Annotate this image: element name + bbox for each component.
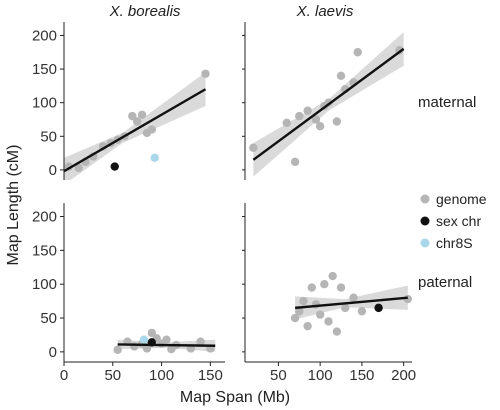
data-point-genome: [196, 337, 205, 346]
row-label-paternal: paternal: [418, 274, 472, 291]
y-tick-label: 50: [40, 128, 57, 145]
data-point-genome: [128, 111, 137, 121]
data-point-genome: [332, 327, 342, 336]
x-tick-label: 50: [104, 367, 121, 384]
data-point-genome: [201, 69, 210, 78]
data-point-genome: [336, 71, 346, 80]
panel-borealis-maternal: 0 50 100 150 200: [32, 22, 210, 180]
data-point-chr8S: [150, 153, 159, 163]
data-point-genome: [353, 48, 362, 57]
fit-line: [294, 296, 408, 310]
fit-line: [64, 88, 207, 173]
data-point-genome: [303, 321, 312, 331]
data-point-genome: [249, 143, 258, 152]
x-tick-label: 0: [60, 367, 68, 384]
data-point-genome: [324, 317, 333, 326]
x-tick-label: 100: [149, 367, 174, 384]
legend: genome sex chr chr8S: [420, 191, 487, 251]
data-point-genome: [162, 335, 171, 344]
data-point-genome: [307, 283, 316, 292]
data-point-genome: [295, 111, 304, 121]
y-tick-label: 0: [49, 344, 57, 361]
data-point-genome: [295, 307, 304, 316]
y-tick-label: 100: [32, 95, 57, 112]
panel-laevis-maternal: [242, 22, 405, 180]
data-point-genome: [113, 345, 122, 355]
data-point-genome: [142, 344, 152, 353]
y-tick-label: 200: [32, 209, 57, 226]
x-tick-label: 50: [270, 367, 287, 384]
x-tick-label: 100: [308, 367, 333, 384]
x-tick-label: 150: [198, 367, 223, 384]
data-point-chr8S: [139, 335, 149, 344]
y-tick-label: 100: [32, 276, 57, 293]
data-point-genome: [357, 307, 367, 316]
data-point-genome: [132, 117, 142, 126]
legend-label: genome: [436, 191, 487, 207]
legend-swatch: [420, 238, 430, 248]
data-point-sex-chr: [110, 162, 119, 171]
data-point-genome: [332, 117, 342, 126]
data-point-genome: [341, 303, 350, 313]
facet-title-borealis: X. borealis: [109, 3, 181, 20]
data-point-genome: [315, 122, 325, 131]
legend-item-chr8S: chr8S: [420, 235, 473, 251]
legend-swatch: [420, 216, 430, 226]
fit-line: [252, 47, 405, 161]
fit-line: [117, 343, 216, 347]
data-point-genome: [137, 110, 147, 119]
legend-label: sex chr: [436, 213, 481, 229]
legend-item-genome: genome: [420, 191, 487, 207]
data-point-sex-chr: [374, 303, 383, 313]
data-point-genome: [349, 293, 358, 302]
y-tick-label: 50: [40, 310, 57, 327]
data-point-genome: [320, 279, 329, 289]
data-point-genome: [74, 163, 83, 173]
data-point-genome: [147, 328, 157, 338]
legend-swatch: [420, 194, 430, 204]
data-point-genome: [328, 271, 337, 281]
confidence-ribbon: [64, 72, 206, 180]
data-point-genome: [290, 313, 300, 323]
panel-borealis-paternal: 0 50 100 150 200 0 50 100 150: [32, 203, 225, 384]
data-point-genome: [311, 115, 321, 124]
y-axis-title: Map Length (cM): [5, 145, 22, 266]
y-tick-label: 0: [49, 162, 57, 179]
panel-laevis-paternal: 50 100 150 200: [242, 203, 416, 384]
y-tick-label: 150: [32, 61, 57, 78]
data-point-genome: [299, 296, 308, 306]
data-point-genome: [282, 118, 291, 128]
data-point-genome: [290, 157, 300, 167]
y-tick-label: 200: [32, 27, 57, 44]
facet-title-laevis: X. laevis: [296, 3, 354, 20]
legend-item-sex-chr: sex chr: [420, 213, 481, 229]
panels: 0 50 100 150 200 0 50 100 150 200 0 50 100 150 50 100 15…: [32, 22, 416, 384]
data-point-genome: [147, 125, 157, 134]
data-point-genome: [303, 106, 312, 115]
legend-label: chr8S: [436, 235, 473, 251]
x-axis-title: Map Span (Mb): [180, 389, 290, 406]
x-tick-label: 200: [391, 367, 416, 384]
data-point-genome: [315, 310, 325, 319]
row-label-maternal: maternal: [418, 94, 476, 111]
x-tick-label: 150: [349, 367, 374, 384]
data-point-genome: [336, 283, 346, 292]
y-tick-label: 150: [32, 242, 57, 259]
